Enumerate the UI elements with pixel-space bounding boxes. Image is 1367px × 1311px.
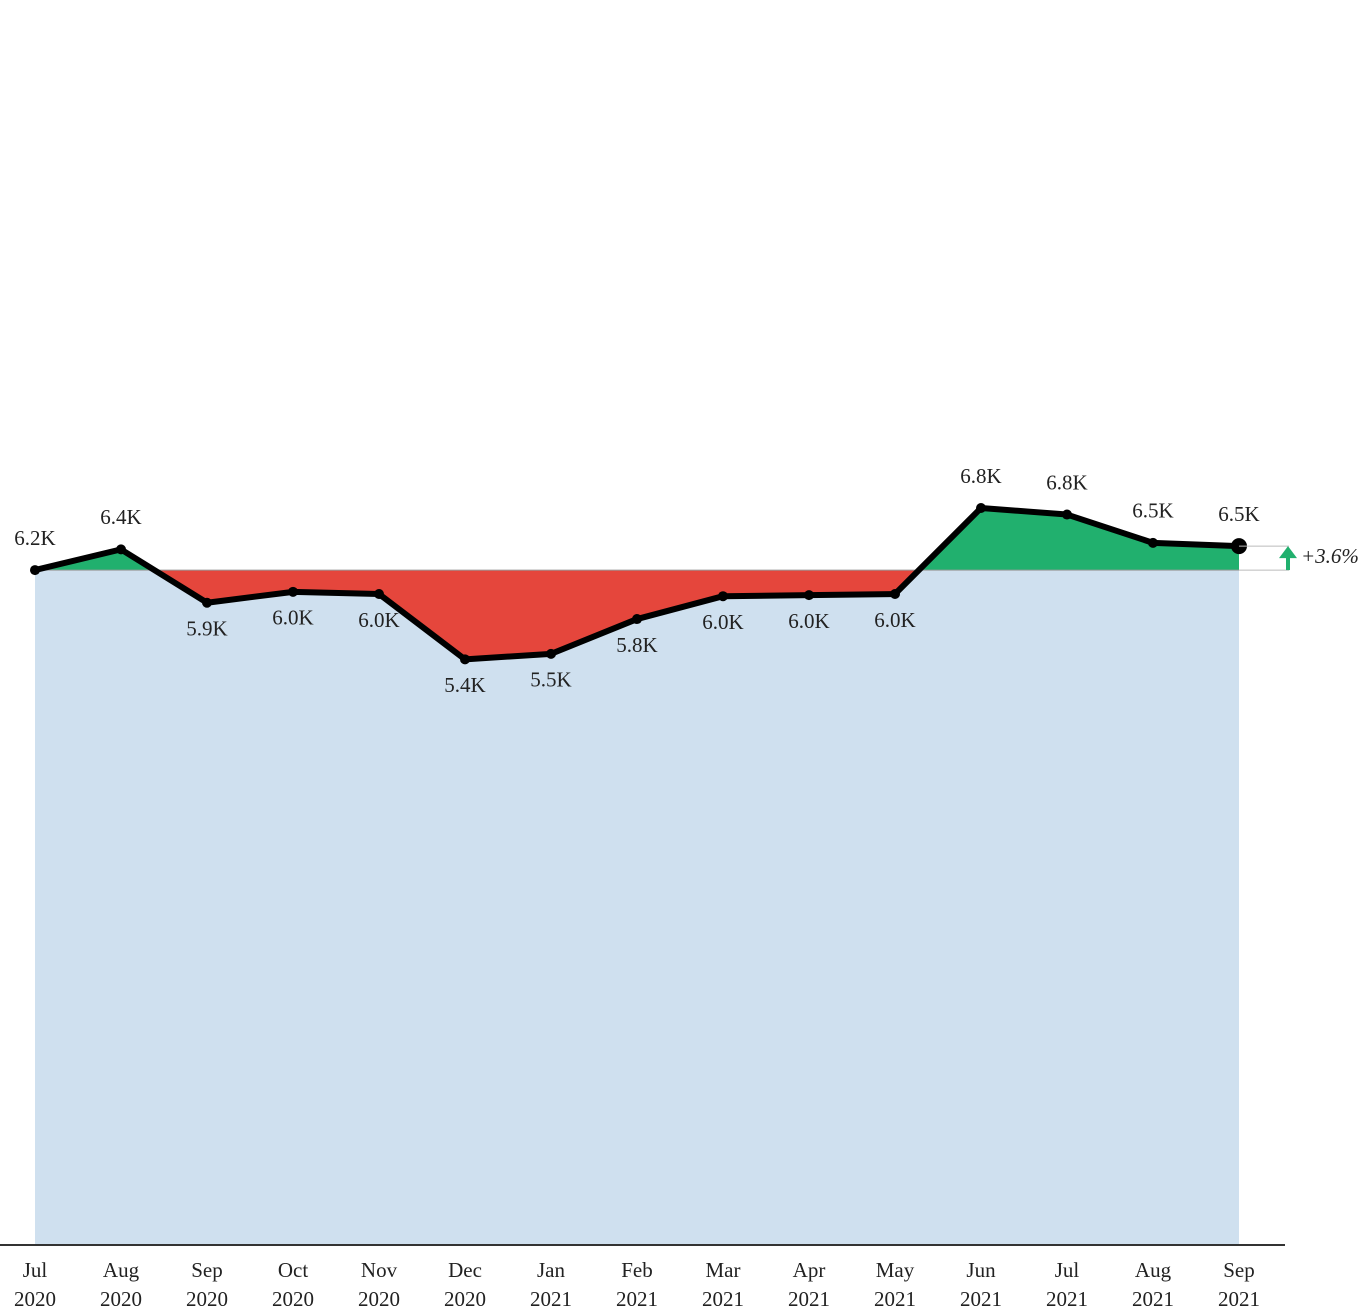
x-tick-label: Mar 2021 [702,1258,744,1311]
value-label: 5.5K [530,668,571,692]
x-tick-label: Jul 2020 [14,1258,56,1311]
point [976,503,986,514]
x-tick-label: Nov 2020 [358,1258,400,1311]
value-label: 5.9K [186,617,227,641]
value-label: 6.0K [788,609,829,633]
value-label: 6.0K [702,610,743,634]
x-tick-label: Jun 2021 [960,1258,1002,1311]
x-tick-label: Apr 2021 [788,1258,830,1311]
value-label: 6.0K [874,608,915,632]
value-label: 6.8K [960,464,1001,488]
x-tick-label: Aug 2021 [1132,1258,1174,1311]
x-tick-label: May 2021 [874,1258,916,1311]
value-label: 5.8K [616,633,657,657]
point [1148,537,1158,548]
x-tick-label: Oct 2020 [272,1258,314,1311]
point [30,565,40,576]
point [890,589,900,600]
change-arrow-head [1279,546,1297,559]
x-tick-label: Jul 2021 [1046,1258,1088,1311]
baseline-area [35,570,1239,1245]
point [632,614,642,625]
point [374,589,384,600]
point [116,544,126,555]
point [1062,509,1072,520]
value-label: 6.4K [100,505,141,529]
x-tick-label: Feb 2021 [616,1258,658,1311]
point [546,648,556,659]
value-label: 5.4K [444,673,485,697]
x-tick-label: Aug 2020 [100,1258,142,1311]
x-tick-label: Sep 2021 [1218,1258,1260,1311]
x-tick-label: Sep 2020 [186,1258,228,1311]
point [718,591,728,602]
x-tick-label: Dec 2020 [444,1258,486,1311]
value-label: 6.0K [272,606,313,630]
point [804,590,814,601]
value-label: 6.2K [14,526,55,550]
value-label: 6.5K [1132,499,1173,523]
value-label: 6.0K [358,608,399,632]
point [202,597,212,608]
value-label: 6.5K [1218,502,1259,526]
change-label: +3.6% [1301,544,1359,568]
value-label: 6.8K [1046,470,1087,494]
x-tick-label: Jan 2021 [530,1258,572,1311]
point [460,654,470,665]
point [288,586,298,597]
